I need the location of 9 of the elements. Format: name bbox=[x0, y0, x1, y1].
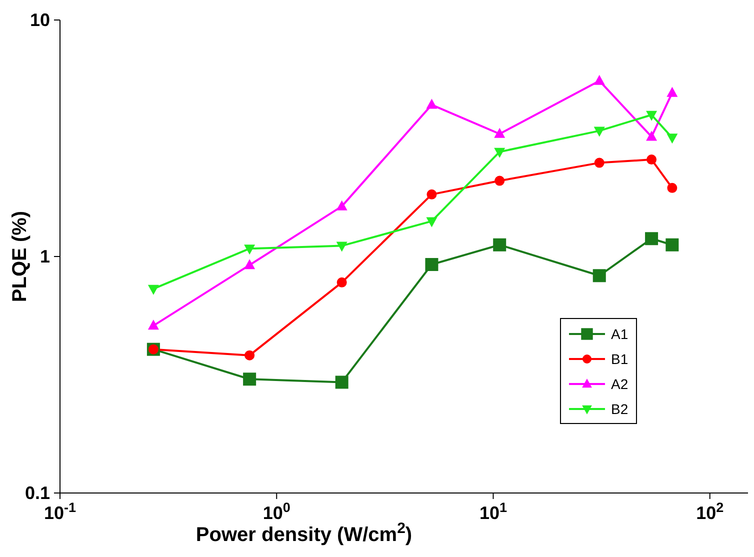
legend-label: A2 bbox=[611, 376, 628, 392]
x-tick-label: 10$^{2}$ bbox=[696, 500, 724, 523]
y-tick-label: 10 bbox=[30, 10, 50, 30]
legend-label: B1 bbox=[611, 350, 628, 366]
y-axis-title: PLQE (%) bbox=[9, 210, 31, 302]
legend-label: B2 bbox=[611, 400, 628, 416]
legend-label: A1 bbox=[611, 326, 628, 342]
y-tick-label: 1 bbox=[40, 246, 50, 266]
x-tick-label: 10$^{1}$ bbox=[479, 500, 508, 523]
